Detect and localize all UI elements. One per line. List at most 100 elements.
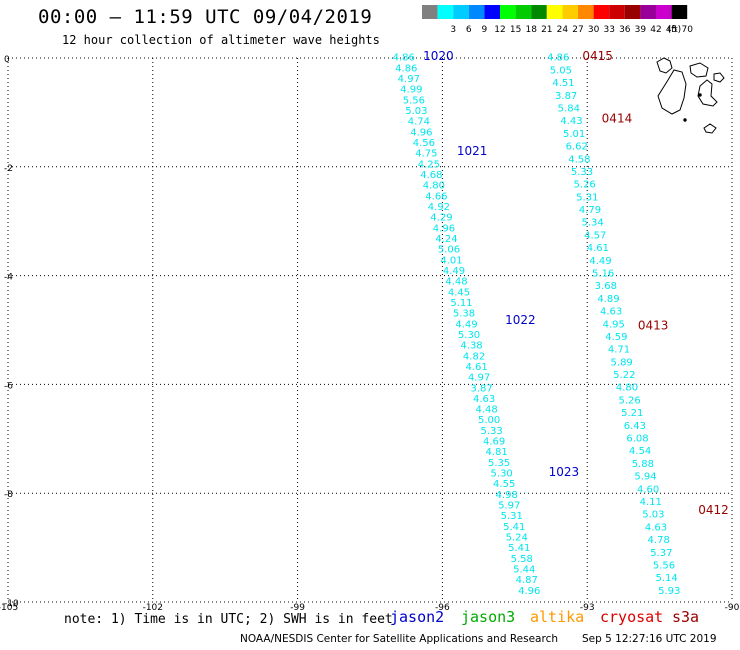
- swh-value: 4.56: [413, 138, 435, 149]
- swh-value: 4.61: [587, 243, 609, 254]
- color-swatch: [609, 5, 625, 19]
- color-swatch: [515, 5, 532, 19]
- color-swatch: [453, 5, 469, 19]
- color-scale-tick: 42: [650, 25, 661, 35]
- swh-value: 5.37: [650, 548, 672, 559]
- galapagos-islands: [656, 57, 725, 134]
- swh-value: 4.38: [460, 341, 482, 352]
- color-scale-tick: 15: [510, 25, 521, 35]
- pass-time-label: 0412: [698, 503, 729, 517]
- swh-value: 5.03: [642, 510, 664, 521]
- swh-value: 3.87: [555, 91, 577, 102]
- footer-note: note: 1) Time is in UTC; 2) SWH is in fe…: [64, 612, 393, 627]
- color-swatch: [578, 5, 594, 19]
- swh-value: 4.63: [600, 307, 622, 318]
- pass-time-label: 0415: [582, 49, 613, 63]
- swh-value: 5.11: [450, 298, 472, 309]
- swh-value: 5.44: [513, 565, 535, 576]
- pass-time-label: 1023: [549, 465, 580, 479]
- swh-value: 5.26: [618, 395, 640, 406]
- swh-value: 4.54: [629, 446, 651, 457]
- swh-value: 5.41: [503, 522, 525, 533]
- swh-value: 4.55: [493, 479, 515, 490]
- swh-value: 4.87: [516, 575, 538, 586]
- swh-value: 5.33: [480, 426, 502, 437]
- swh-value: 5.33: [571, 167, 593, 178]
- color-swatch: [422, 5, 438, 19]
- color-scale-tick: 12: [494, 25, 505, 35]
- swh-value: 4.24: [435, 234, 457, 245]
- map-subtitle: 12 hour collection of altimeter wave hei…: [62, 33, 380, 47]
- wave-height-map: -105-102-99-96-93-900-2-4-6-8-104.864.86…: [0, 49, 740, 612]
- mission-label-s3a: s3a: [672, 608, 700, 626]
- color-scale-tick: 30: [588, 25, 600, 35]
- latitude-tick-label: -6: [4, 381, 13, 391]
- color-swatch: [593, 5, 610, 19]
- pass-time-label: 0414: [602, 112, 633, 126]
- pass-cryosat: 4.865.05 4.51 3.875.84 4.43 5.01 6.624.58 5.33…: [547, 49, 729, 597]
- swh-value: 4.51: [552, 78, 574, 89]
- longitude-tick-label: -105: [0, 603, 18, 612]
- swh-value: 4.96: [410, 127, 432, 138]
- swh-value: 5.06: [438, 245, 460, 256]
- swh-value: 4.45: [448, 287, 470, 298]
- swh-value: 5.88: [632, 459, 654, 470]
- swh-value: 4.48: [475, 405, 497, 416]
- latitude-tick-label: -8: [4, 490, 13, 500]
- swh-value: 4.57: [584, 230, 606, 241]
- longitude-tick-label: -99: [290, 603, 305, 612]
- swh-value: 5.94: [634, 472, 656, 483]
- swh-value: 4.95: [603, 319, 625, 330]
- swh-value: 4.92: [428, 202, 450, 213]
- swh-value: 4.99: [400, 85, 422, 96]
- swh-value: 5.89: [611, 357, 633, 368]
- swh-value: 4.49: [455, 319, 477, 330]
- color-scale-tick: 24: [557, 25, 569, 35]
- swh-value: 5.58: [511, 554, 533, 565]
- swh-value: 5.34: [581, 218, 603, 229]
- swh-value: 5.38: [453, 309, 475, 320]
- swh-value: 4.96: [518, 586, 540, 597]
- swh-value: 4.49: [443, 266, 465, 277]
- swh-value: 4.58: [568, 154, 590, 165]
- swh-value: 5.01: [563, 129, 585, 140]
- credit-line: NOAA/NESDIS Center for Satellite Applica…: [240, 633, 558, 645]
- swh-value: 4.82: [463, 351, 485, 362]
- swh-value: 4.69: [483, 437, 505, 448]
- swh-value: 4.29: [430, 213, 452, 224]
- color-scale-unit: (ft): [668, 25, 682, 35]
- color-swatch: [562, 5, 578, 19]
- swh-value: 5.84: [558, 103, 580, 114]
- latitude-tick-label: -4: [4, 273, 13, 283]
- swh-value: 4.66: [425, 191, 447, 202]
- swh-value: 4.68: [420, 170, 442, 181]
- color-swatch: [671, 5, 688, 19]
- swh-value: 5.56: [403, 95, 425, 106]
- swh-value: 4.60: [637, 484, 659, 495]
- swh-value: 4.75: [415, 149, 437, 160]
- longitude-tick-label: -102: [143, 603, 163, 612]
- map-title: 00:00 – 11:59 UTC 09/04/2019: [38, 6, 373, 28]
- swh-value: 4.97: [468, 373, 490, 384]
- latitude-tick-label: -10: [4, 599, 19, 609]
- color-swatch: [437, 5, 454, 19]
- color-scale-tick: 9: [482, 25, 488, 35]
- swh-value: 5.22: [613, 370, 635, 381]
- swh-value: 4.81: [486, 447, 508, 458]
- swh-value: 5.16: [592, 269, 614, 280]
- longitude-tick-label: -96: [435, 603, 450, 612]
- color-scale-tick: 36: [619, 25, 631, 35]
- swh-value: 4.89: [597, 294, 619, 305]
- swh-value: 4.71: [608, 345, 630, 356]
- swh-value: 4.11: [640, 497, 662, 508]
- color-swatch: [468, 5, 485, 19]
- color-swatch: [484, 5, 500, 19]
- mission-label-jason2: jason2: [390, 608, 445, 626]
- pass-time-label: 0413: [638, 318, 669, 332]
- pass-jason2: 4.864.864.974.995.565.034.744.964.564.75…: [393, 49, 579, 597]
- swh-value: 4.61: [465, 362, 487, 373]
- swh-value: 5.56: [653, 560, 675, 571]
- swh-value: 4.25: [418, 159, 440, 170]
- color-scale-tick: 6: [466, 25, 472, 35]
- swh-value: 4.86: [395, 63, 417, 74]
